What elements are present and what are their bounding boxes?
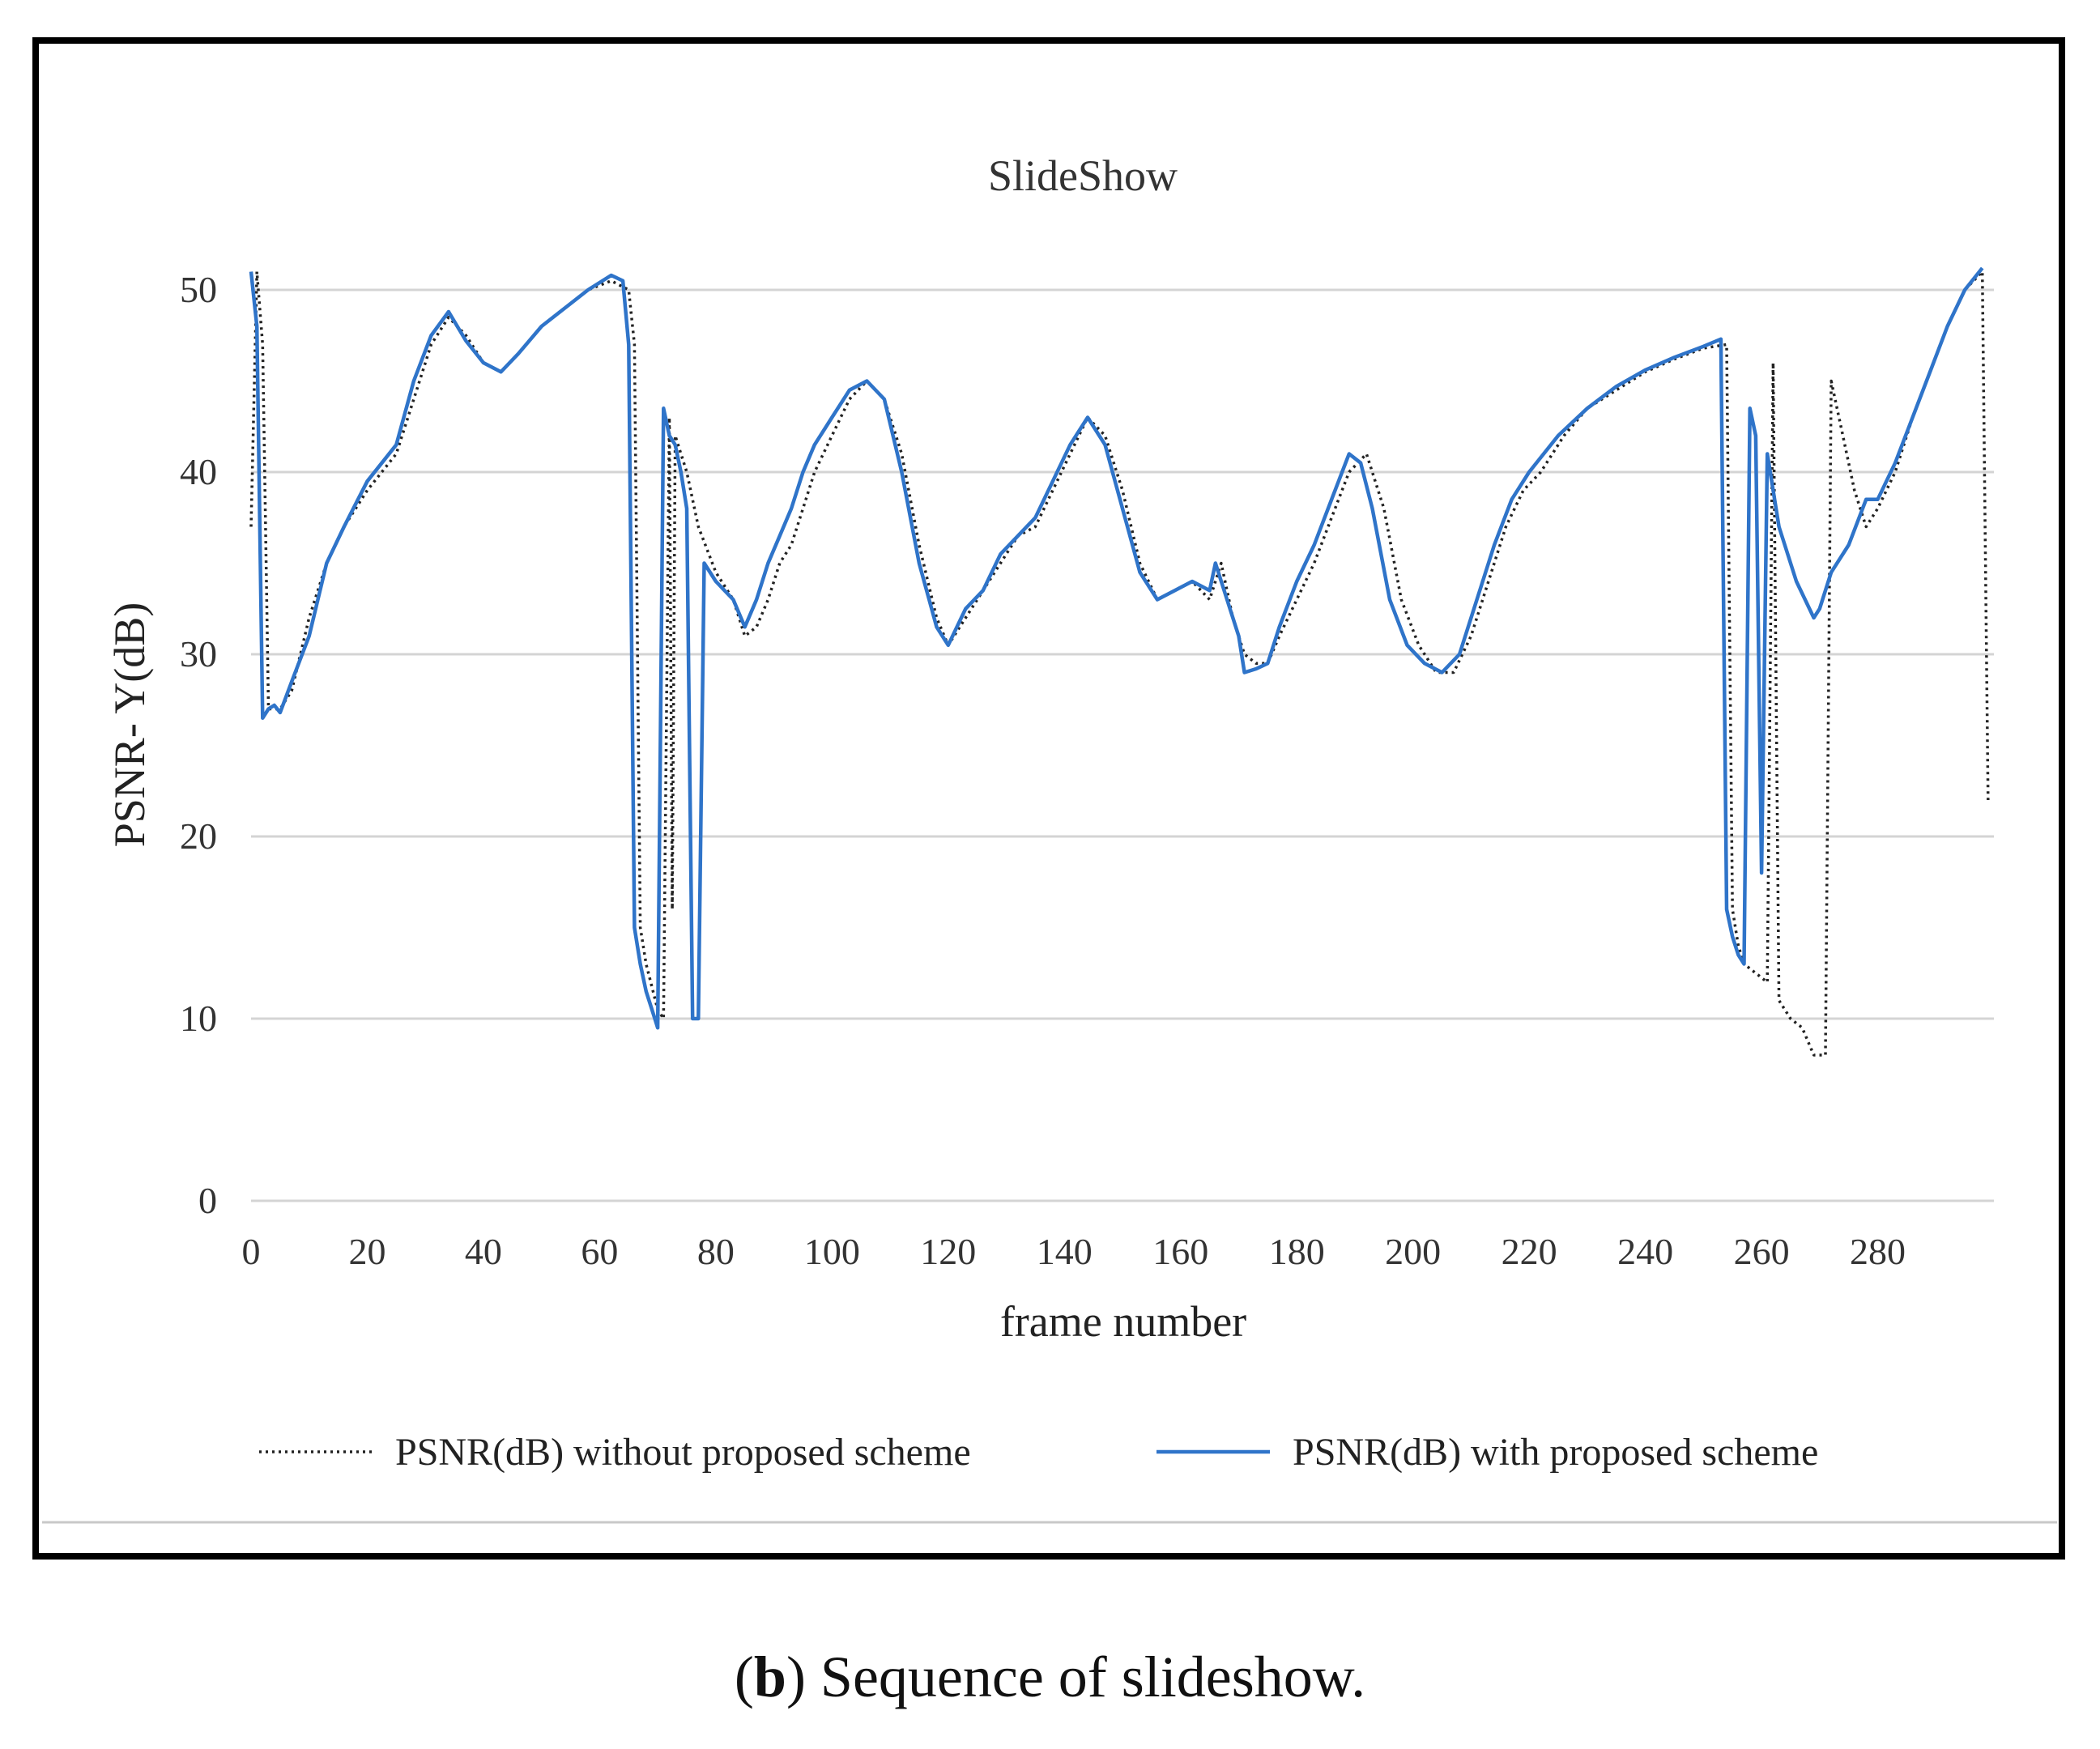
y-axis-label: PSNR- Y(dB) (105, 602, 154, 848)
legend-label: PSNR(dB) without proposed scheme (395, 1431, 971, 1474)
x-tick-label: 100 (804, 1231, 860, 1272)
series-line-without-proposed (249, 270, 1990, 1057)
y-tick-label: 20 (180, 815, 217, 857)
legend-item-without: PSNR(dB) without proposed scheme (259, 1431, 971, 1474)
y-tick-label: 10 (180, 998, 217, 1039)
x-tick-label: 60 (581, 1231, 618, 1272)
x-tick-label: 140 (1037, 1231, 1093, 1272)
x-tick-label: 20 (348, 1231, 385, 1272)
x-tick-label: 280 (1850, 1231, 1906, 1272)
legend: PSNR(dB) without proposed scheme PSNR(dB)… (259, 1431, 1818, 1474)
y-axis-ticks: 0 10 20 30 40 50 (180, 269, 217, 1221)
y-tick-label: 0 (198, 1180, 217, 1221)
x-tick-label: 160 (1152, 1231, 1208, 1272)
x-axis-label: frame number (1000, 1297, 1246, 1346)
y-tick-label: 50 (180, 269, 217, 310)
x-tick-label: 120 (920, 1231, 976, 1272)
x-tick-label: 180 (1269, 1231, 1325, 1272)
grid-lines (251, 288, 1994, 1202)
legend-label: PSNR(dB) with proposed scheme (1293, 1431, 1818, 1474)
x-tick-label: 260 (1734, 1231, 1790, 1272)
series-line-with-proposed (249, 266, 1984, 1030)
caption-letter: b (753, 1645, 786, 1709)
legend-item-with: PSNR(dB) with proposed scheme (1156, 1431, 1818, 1474)
x-tick-label: 0 (242, 1231, 261, 1272)
x-axis-ticks: 0 20 40 60 80 100 120 140 160 180 200 220 240 260 280 (242, 1231, 1906, 1272)
psnr-line-chart: SlideShow 0 10 20 30 40 50 0 20 40 60 80 100 120 140… (42, 151, 2057, 1524)
series-lines (249, 266, 1990, 1057)
y-tick-label: 40 (180, 451, 217, 492)
caption-text: Sequence of slideshow. (820, 1645, 1366, 1709)
x-tick-label: 220 (1502, 1231, 1557, 1272)
x-tick-label: 80 (697, 1231, 735, 1272)
figure-caption: (b) Sequence of slideshow. (734, 1645, 1366, 1709)
x-tick-label: 200 (1385, 1231, 1441, 1272)
x-tick-label: 240 (1617, 1231, 1673, 1272)
y-tick-label: 30 (180, 633, 217, 674)
chart-title: SlideShow (988, 151, 1178, 200)
x-tick-label: 40 (465, 1231, 502, 1272)
